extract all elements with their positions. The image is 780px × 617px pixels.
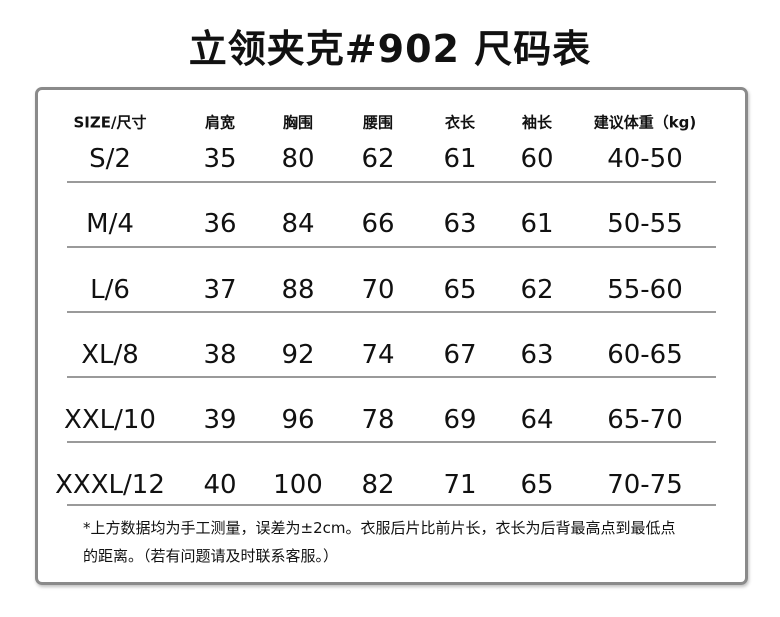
- table-cell: 62: [361, 144, 395, 174]
- table-cell: 60: [520, 144, 554, 174]
- table-cell: 37: [203, 275, 237, 305]
- size-table-frame: [35, 87, 748, 585]
- row-divider: [67, 441, 716, 443]
- column-header: 腰围: [362, 113, 394, 132]
- row-divider: [67, 311, 716, 313]
- note-line-2: 的距离。（若有问题请及时联系客服。）: [83, 547, 339, 565]
- table-cell: 62: [520, 275, 554, 305]
- table-cell: 38: [203, 340, 237, 370]
- table-cell: 66: [361, 209, 395, 239]
- table-cell: 35: [203, 144, 237, 174]
- column-header: 肩宽: [204, 113, 236, 132]
- table-cell: 39: [203, 405, 237, 435]
- note-line-1: *上方数据均为手工测量，误差为±2cm。衣服后片比前片长，衣长为后背最高点到最低…: [83, 519, 676, 537]
- size-label: L/6: [90, 275, 130, 305]
- table-cell: 78: [361, 405, 395, 435]
- column-header: 衣长: [444, 113, 476, 132]
- page-title: 立领夹克#902 尺码表: [188, 27, 592, 71]
- table-cell: 40-50: [607, 144, 683, 174]
- size-label: S/2: [89, 144, 131, 174]
- table-cell: 50-55: [607, 209, 683, 239]
- table-cell: 69: [443, 405, 477, 435]
- row-divider: [67, 504, 716, 506]
- table-cell: 92: [281, 340, 315, 370]
- size-label: XXL/10: [64, 405, 156, 435]
- row-divider: [67, 376, 716, 378]
- column-header: 胸围: [282, 113, 314, 132]
- row-divider: [67, 246, 716, 248]
- table-cell: 65-70: [607, 405, 683, 435]
- column-header: 建议体重（kg): [593, 113, 697, 132]
- table-cell: 88: [281, 275, 315, 305]
- size-label: XXXL/12: [55, 470, 165, 500]
- row-divider: [67, 181, 716, 183]
- table-cell: 65: [520, 470, 554, 500]
- table-cell: 61: [520, 209, 554, 239]
- table-cell: 84: [281, 209, 315, 239]
- table-cell: 60-65: [607, 340, 683, 370]
- table-cell: 71: [443, 470, 477, 500]
- table-cell: 63: [443, 209, 477, 239]
- table-cell: 63: [520, 340, 554, 370]
- size-label: XL/8: [81, 340, 139, 370]
- table-cell: 82: [361, 470, 395, 500]
- table-cell: 70-75: [607, 470, 683, 500]
- table-cell: 64: [520, 405, 554, 435]
- table-cell: 36: [203, 209, 237, 239]
- table-cell: 40: [203, 470, 237, 500]
- column-header: SIZE/尺寸: [73, 113, 147, 132]
- size-label: M/4: [86, 209, 134, 239]
- table-cell: 55-60: [607, 275, 683, 305]
- table-cell: 100: [273, 470, 323, 500]
- table-cell: 80: [281, 144, 315, 174]
- table-cell: 74: [361, 340, 395, 370]
- column-header: 袖长: [521, 113, 553, 132]
- table-cell: 61: [443, 144, 477, 174]
- table-cell: 65: [443, 275, 477, 305]
- table-cell: 70: [361, 275, 395, 305]
- table-cell: 67: [443, 340, 477, 370]
- table-cell: 96: [281, 405, 315, 435]
